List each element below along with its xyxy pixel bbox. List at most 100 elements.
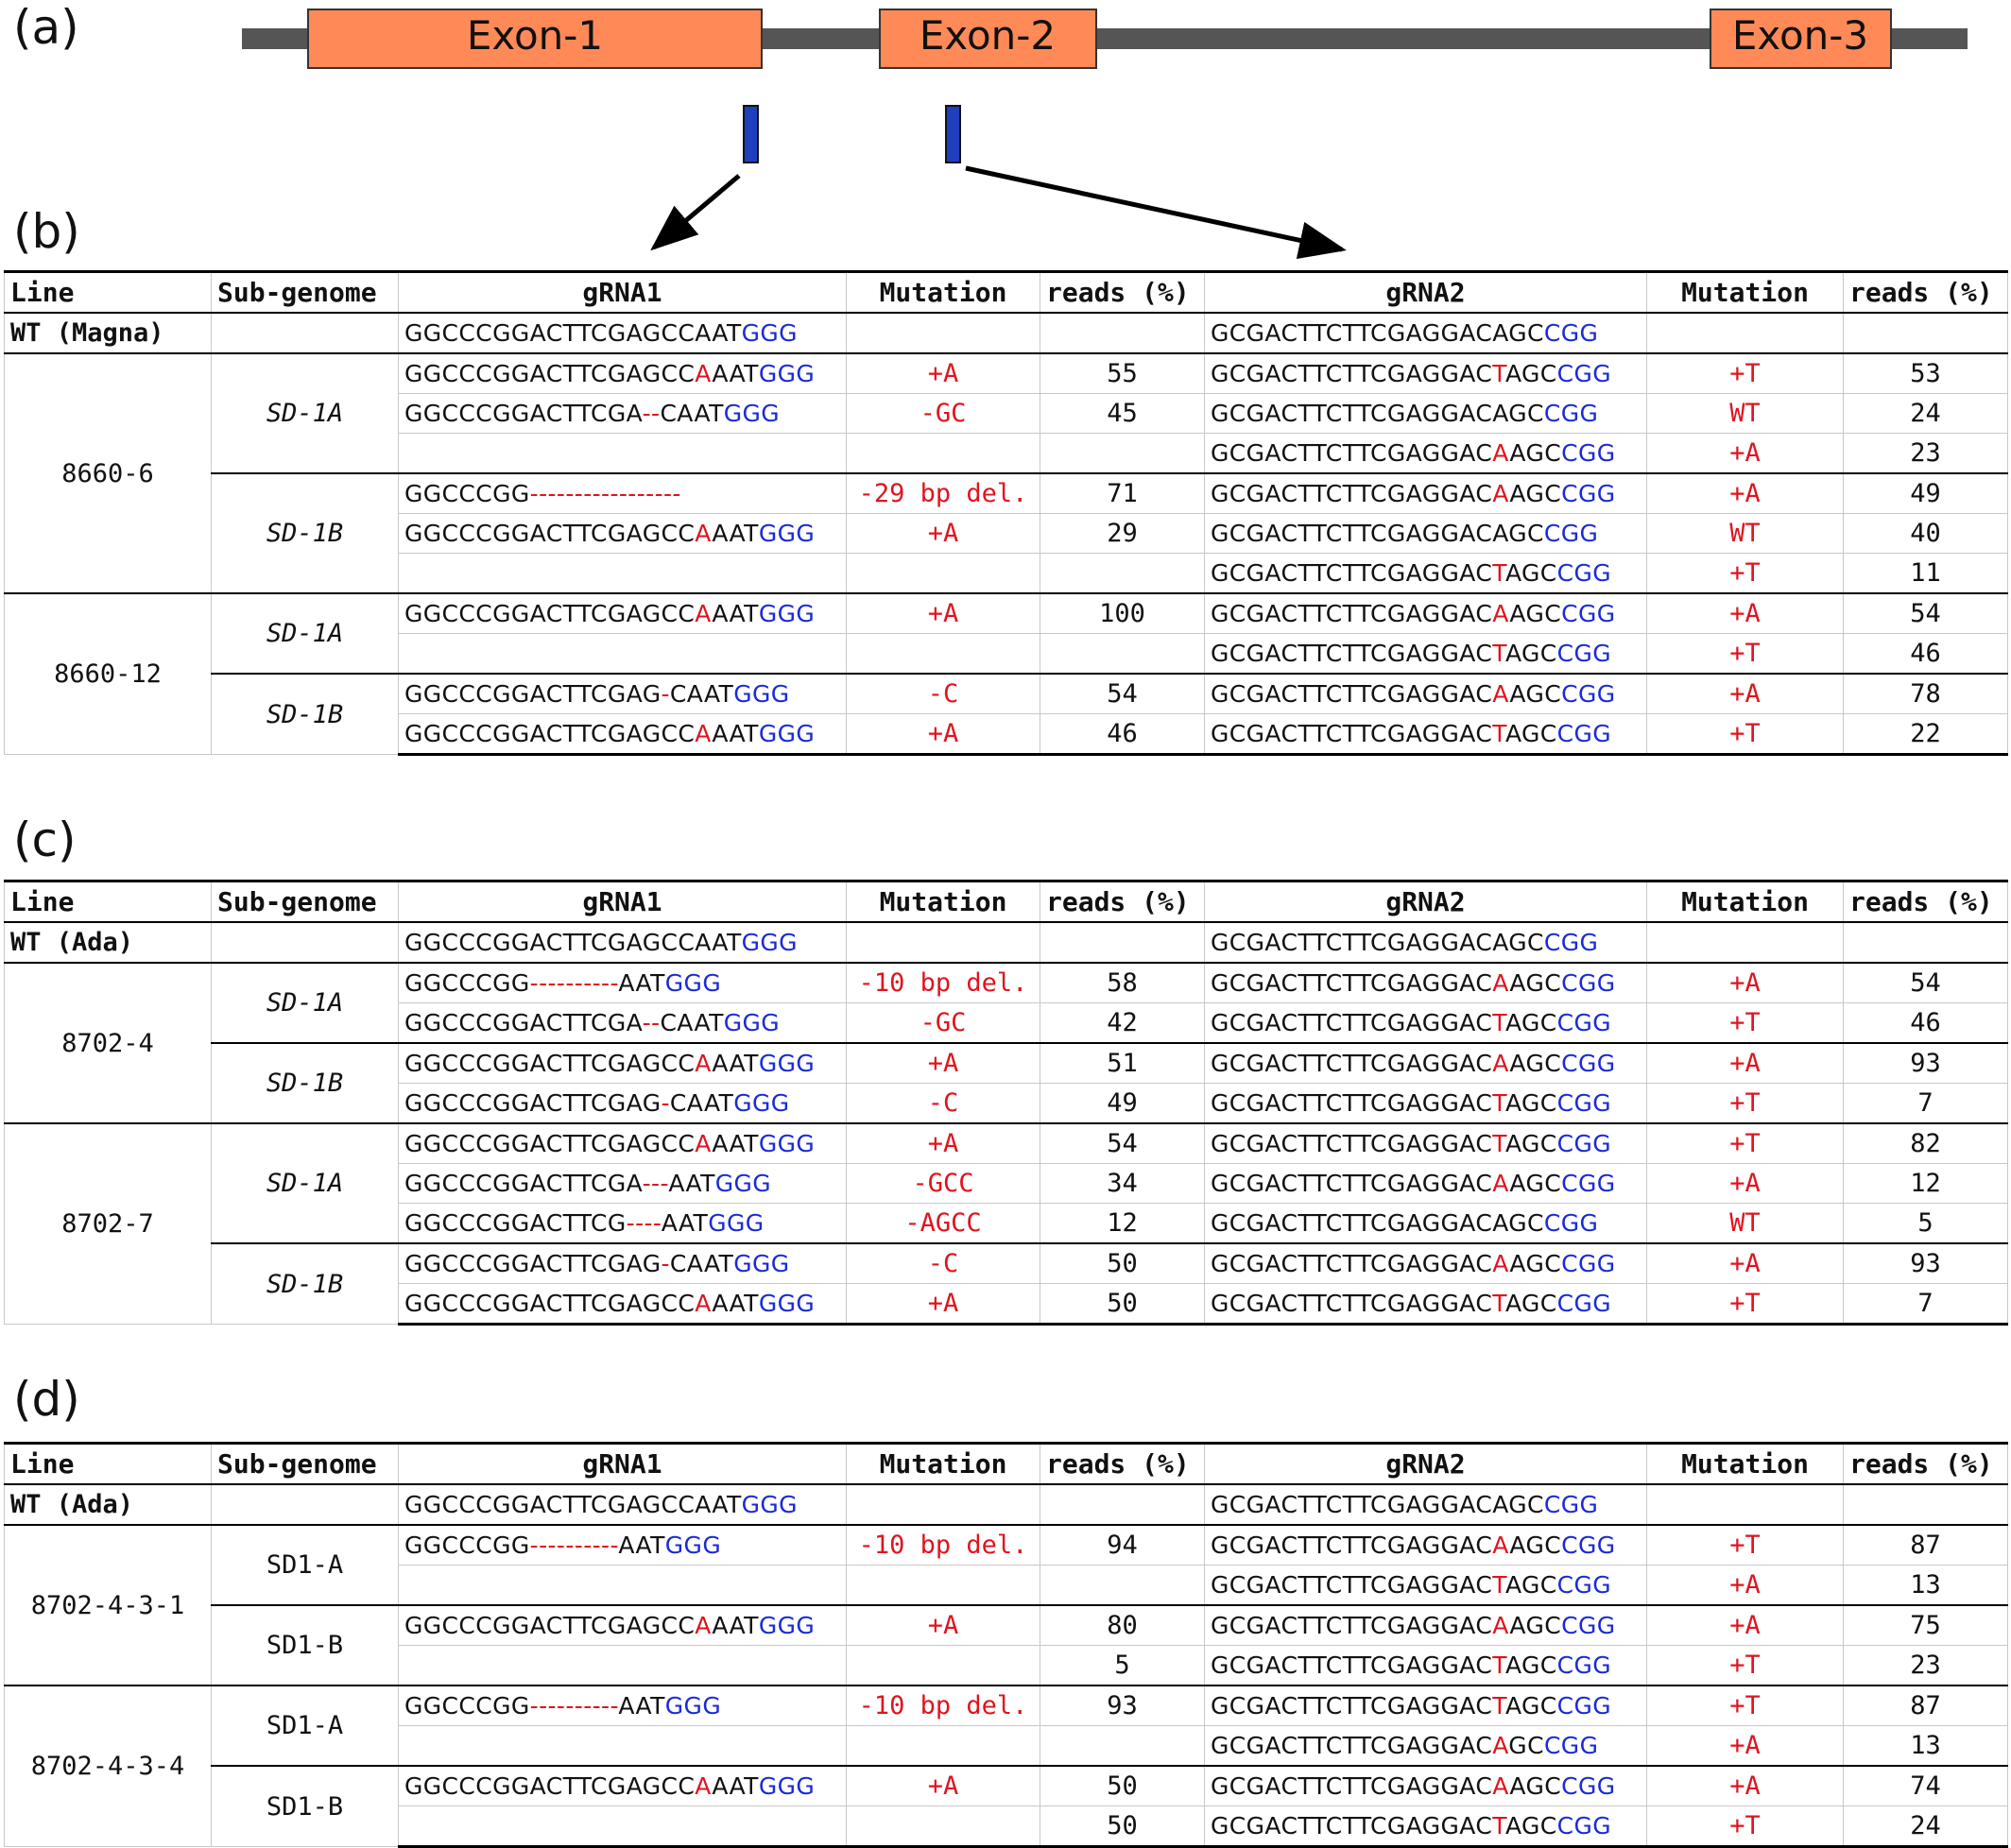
header-reads-1: reads (%) [1040, 270, 1205, 314]
reads-cell: 22 [1843, 713, 2008, 756]
mutation-highlight: T [1492, 720, 1505, 747]
sequence-part: GGCCCGGACTTCGAG [404, 680, 662, 708]
sequence-part: AGC [1509, 600, 1562, 627]
reads-cell: 7 [1843, 1083, 2008, 1124]
sequence-part: GCGACTTCTTCGAGGAC [1211, 360, 1493, 387]
mutation-cell: +A [1646, 433, 1844, 474]
sequence-cell: GGCCCGGACTTCGAG-CAATGGG [398, 1083, 847, 1124]
sequence-part: AGC [1509, 680, 1562, 708]
table-row: GGCCCGGACTTCGAG-CAATGGG -C 49 GCGACTTCTTCGA… [5, 1083, 2008, 1124]
empty-cell [1040, 921, 1205, 964]
panel-label-d: (d) [13, 1372, 80, 1427]
pam-sequence: GGG [741, 929, 798, 956]
table-row: 8702-4-3-1 SD1-A GGCCCGG----------AATGGG -1… [4, 1524, 2008, 1686]
sequence-part: AGC [1504, 1130, 1557, 1157]
header-grna1: gRNA1 [398, 1442, 847, 1485]
mutation-highlight: - [661, 680, 670, 708]
mutation-cell: +A [1646, 1242, 1844, 1284]
pam-sequence: CGG [1556, 559, 1612, 587]
reads-cell: 51 [1040, 1042, 1205, 1084]
sequence-cell: GCGACTTCTTCGAGGACTAGCCGG [1204, 1685, 1647, 1726]
pam-sequence: GGG [733, 1250, 790, 1277]
sequence-part: AGC [1509, 1050, 1562, 1077]
sequence-cell: GGCCCGGACTTCGAGCCAAATGGG [398, 1122, 847, 1164]
sequence-cell: GGCCCGGACTTCGAGCCAATGGG [398, 921, 847, 964]
reads-cell: 13 [1843, 1565, 2008, 1606]
table-row: GGCCCGGACTTCGAGCCAAATGGG +A 46 GCGACTTCTTCG… [5, 713, 2008, 756]
sub-genome-name: SD1-B [211, 1765, 399, 1847]
pam-sequence: CGG [1561, 1050, 1616, 1077]
pam-sequence: GGG [758, 1772, 816, 1800]
sequence-cell: GCGACTTCTTCGAGGACAGCCGG [1204, 1725, 1647, 1767]
pam-sequence: CGG [1561, 680, 1616, 708]
sequence-part: AGC [1504, 1812, 1557, 1839]
pam-sequence: CGG [1561, 600, 1616, 627]
table-row: 8702-4 SD-1A GGCCCGG----------AATGGG -10 bp… [4, 962, 2008, 1124]
sequence-part: GCGACTTCTTCGAGGAC [1211, 1812, 1493, 1839]
sequence-part: GGCCCGGACTTCGAGCC [404, 360, 696, 387]
mutation-cell [846, 553, 1040, 594]
sequence-cell: GCGACTTCTTCGAGGACAAGCCGG [1204, 592, 1647, 634]
header-reads-2: reads (%) [1843, 1442, 2008, 1485]
line-name: 8660-12 [4, 592, 212, 755]
sequence-part: AGC [1509, 1612, 1562, 1639]
sequence-part: AAT [668, 1170, 715, 1197]
pam-sequence: CGG [1561, 1772, 1616, 1800]
mutation-cell: -GC [846, 393, 1040, 434]
wt-row: WT (Ada) GGCCCGGACTTCGAGCCAATGGG GCGACTTCT… [4, 1483, 2008, 1526]
mutation-cell: +A [1646, 673, 1844, 714]
reads-cell: 29 [1040, 513, 1205, 554]
wt-row: WT (Ada) GGCCCGGACTTCGAGCCAATGGG GCGACTTCT… [4, 921, 2008, 964]
reads-cell: 49 [1843, 472, 2008, 514]
sequence-part: AGC [1509, 1772, 1562, 1800]
sequence-cell [398, 1565, 847, 1606]
header-sub-genome: Sub-genome [211, 880, 399, 923]
header-line: Line [4, 880, 212, 923]
mutation-cell [846, 633, 1040, 675]
empty-cell [1843, 1483, 2008, 1526]
table-row: 5 GCGACTTCTTCGAGGACTAGCCGG +T 23 [5, 1645, 2008, 1686]
reads-cell: 93 [1040, 1685, 1205, 1726]
table-row: 8660-12 SD-1A GGCCCGGACTTCGAGCCAAATGGG +A 10… [4, 592, 2008, 755]
sequence-part: GCGACTTCTTCGAGGACAGC [1211, 929, 1544, 956]
sequence-part: AGC [1504, 1571, 1557, 1599]
mutation-cell: +T [1646, 1524, 1844, 1566]
table-row: GGCCCGGACTTCGAGCCAAATGGG +A 50 GCGACTTCTTCG… [5, 1283, 2008, 1326]
mutation-cell: +T [1646, 1083, 1844, 1124]
sequence-part: CAAT [669, 1250, 734, 1277]
sequence-cell [398, 1645, 847, 1686]
sequence-part: GCGACTTCTTCGAGGAC [1211, 1170, 1493, 1197]
sequence-cell: GCGACTTCTTCGAGGACAAGCCGG [1204, 1242, 1647, 1284]
sequence-cell: GGCCCGGACTTCGAGCCAAATGGG [398, 592, 847, 634]
wt-label: WT (Magna) [4, 312, 212, 354]
mutation-cell: WT [1646, 393, 1844, 434]
sequence-cell [398, 433, 847, 474]
mutation-highlight: A [695, 520, 713, 547]
header-row: Line Sub-genome gRNA1 Mutation reads (%) gRNA… [4, 270, 2008, 314]
table-row: GGCCCGGACTTCGA---AATGGG -GCC 34 GCGACTTCTTC… [5, 1163, 2008, 1204]
sequence-part: AGC [1509, 480, 1562, 507]
reads-cell: 50 [1040, 1242, 1205, 1284]
reads-cell: 50 [1040, 1765, 1205, 1806]
empty-cell [1646, 1483, 1844, 1526]
panel-label-c: (c) [13, 813, 77, 867]
header-grna2: gRNA2 [1204, 880, 1647, 923]
mutation-highlight: A [1492, 439, 1510, 467]
sequence-cell: GCGACTTCTTCGAGGACAGCCGG [1204, 1483, 1647, 1526]
sequence-cell: GCGACTTCTTCGAGGACTAGCCGG [1204, 352, 1647, 394]
sequence-part: AAT [712, 1050, 759, 1077]
sequence-part: AAT [712, 1290, 759, 1317]
mutation-table-d: Line Sub-genome gRNA1 Mutation reads (%) gRNA… [4, 1442, 2008, 1848]
pam-sequence: CGG [1561, 1250, 1616, 1277]
table-row: GGCCCGGACTTCGA--CAATGGG -GC 45 GCGACTTCTTCG… [5, 393, 2008, 434]
header-grna1: gRNA1 [398, 270, 847, 314]
sequence-part: GCGACTTCTTCGAGGAC [1211, 1130, 1493, 1157]
reads-cell: 87 [1843, 1524, 2008, 1566]
empty-cell [846, 312, 1040, 354]
sequence-cell: GCGACTTCTTCGAGGACAGCCGG [1204, 921, 1647, 964]
sequence-part: AAT [712, 600, 759, 627]
empty-cell [846, 1483, 1040, 1526]
sequence-cell: GGCCCGGACTTCGAGCCAAATGGG [398, 1765, 847, 1806]
empty-cell [1646, 312, 1844, 354]
sequence-part: CAAT [660, 1009, 724, 1036]
